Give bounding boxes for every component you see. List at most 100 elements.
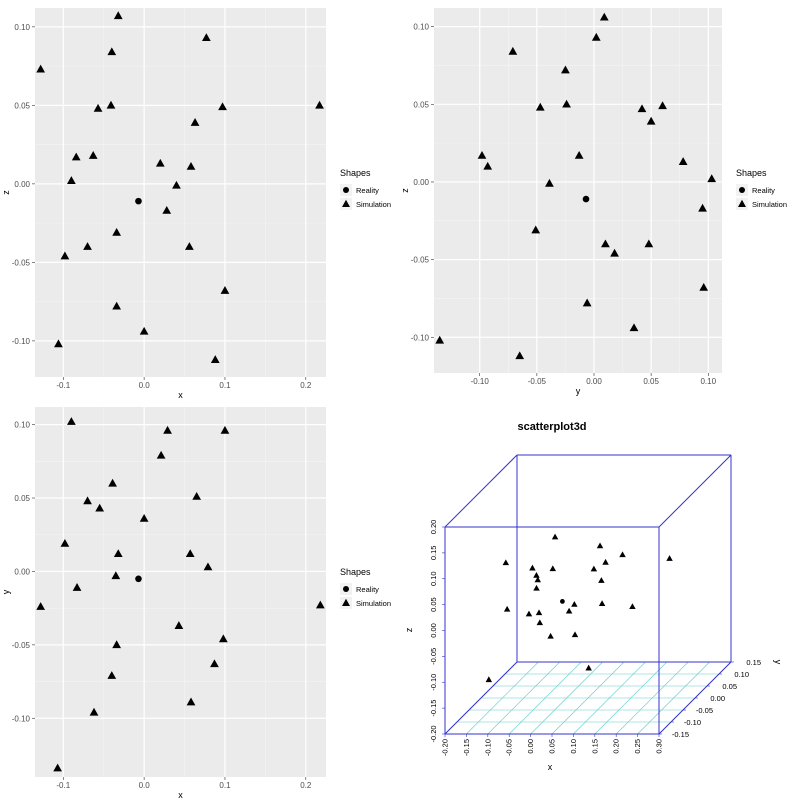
box-edge: [658, 454, 732, 528]
z-axis-label: z: [404, 627, 414, 632]
x-tick-label: 0.00: [526, 739, 535, 754]
point-simulation: [551, 533, 559, 540]
x-tick-label: -0.1: [56, 781, 70, 790]
point-simulation: [315, 100, 324, 109]
point-simulation: [71, 152, 81, 161]
point-simulation: [36, 602, 46, 610]
z-tick-label: 0.05: [429, 597, 438, 612]
point-simulation: [210, 355, 220, 363]
point-simulation: [112, 227, 122, 236]
point-simulation: [53, 763, 63, 772]
x-tick-label: 0.10: [700, 377, 716, 386]
z-tick-label: 0.15: [429, 546, 438, 561]
point-simulation: [536, 619, 544, 626]
point-simulation: [186, 161, 196, 170]
point-simulation: [139, 326, 149, 335]
point-simulation: [220, 286, 230, 294]
x-axis-label: x: [548, 762, 553, 772]
legend-title: Shapes: [340, 567, 371, 577]
y-tick-label: 0.00: [14, 180, 30, 189]
point-simulation: [54, 339, 63, 348]
point-simulation: [112, 640, 122, 649]
x-tick-label: -0.10: [483, 739, 492, 756]
y-tick-label: 0.00: [14, 567, 30, 576]
point-simulation: [93, 103, 103, 112]
point-simulation: [585, 664, 592, 671]
legend-label: Reality: [752, 186, 775, 195]
point-simulation: [139, 513, 149, 522]
z-tick-label: -0.10: [429, 674, 438, 691]
point-simulation: [508, 46, 518, 55]
x-tick-label: 0.2: [300, 781, 312, 790]
point-simulation: [113, 549, 123, 558]
point-simulation: [644, 239, 654, 248]
legend-label: Simulation: [356, 599, 391, 608]
panel-background: [35, 8, 326, 377]
x-tick-label: 0.1: [219, 781, 231, 790]
point-simulation: [218, 634, 228, 643]
x-tick-label: -0.05: [505, 739, 514, 756]
x-tick-label: -0.1: [56, 381, 70, 390]
x-tick-label: 0.10: [569, 739, 578, 754]
x-tick-label: -0.10: [471, 377, 490, 386]
point-simulation: [83, 496, 92, 505]
point-simulation: [535, 102, 545, 111]
x-axis-label: x: [178, 790, 183, 799]
point-reality: [582, 195, 590, 203]
point-simulation: [698, 203, 707, 212]
legend-marker-triangle: [738, 199, 746, 207]
point-simulation: [562, 99, 571, 108]
point-simulation: [598, 577, 605, 583]
y-tick-label: -0.05: [696, 706, 713, 715]
point-simulation: [610, 248, 619, 257]
point-simulation: [485, 676, 493, 683]
point-simulation: [72, 582, 82, 591]
z-tick-label: 0.00: [429, 623, 438, 638]
legend-marker-circle: [343, 187, 349, 193]
y-tick-label: -0.05: [411, 256, 430, 265]
x-tick-label: 0.1: [219, 381, 231, 390]
y-axis-label: z: [1, 190, 11, 195]
z-tick-label: -0.05: [429, 648, 438, 665]
x-axis-label: x: [178, 390, 183, 400]
point-simulation: [185, 242, 194, 250]
point-simulation: [646, 116, 656, 125]
point-simulation: [112, 301, 122, 310]
point-simulation: [596, 542, 604, 549]
y-tick-label: 0.00: [710, 694, 725, 703]
point-simulation: [477, 150, 487, 159]
panel-background: [434, 8, 722, 373]
panel-background: [35, 407, 326, 777]
x-tick-label: 0.15: [590, 739, 599, 754]
x-tick-label: 0.30: [655, 739, 664, 754]
box-edge: [444, 661, 518, 735]
point-simulation: [108, 478, 117, 487]
point-simulation: [535, 609, 543, 616]
box-edge: [444, 454, 518, 528]
point-simulation: [95, 503, 105, 512]
x-tick-label: 0.0: [139, 781, 151, 790]
point-simulation: [156, 450, 166, 459]
point-simulation: [699, 282, 709, 291]
point-simulation: [89, 707, 99, 716]
point-simulation: [210, 659, 219, 668]
point-simulation: [503, 605, 511, 612]
point-simulation: [88, 151, 98, 159]
point-simulation: [571, 631, 579, 638]
point-simulation: [666, 555, 673, 561]
point-simulation: [67, 176, 76, 184]
legend-label: Simulation: [356, 200, 391, 209]
legend-marker-circle: [343, 586, 349, 592]
y-tick-label: -0.05: [12, 641, 31, 650]
y-tick-label: 0.05: [14, 494, 30, 503]
point-simulation: [190, 118, 200, 126]
point-simulation: [601, 239, 610, 248]
point-simulation: [549, 565, 557, 572]
x-tick-label: 0.2: [300, 381, 312, 390]
point-simulation: [658, 101, 667, 110]
point-simulation: [106, 100, 116, 109]
point-simulation: [192, 491, 202, 500]
point-simulation: [591, 32, 601, 41]
point-simulation: [203, 562, 213, 571]
point-reality: [560, 598, 565, 604]
